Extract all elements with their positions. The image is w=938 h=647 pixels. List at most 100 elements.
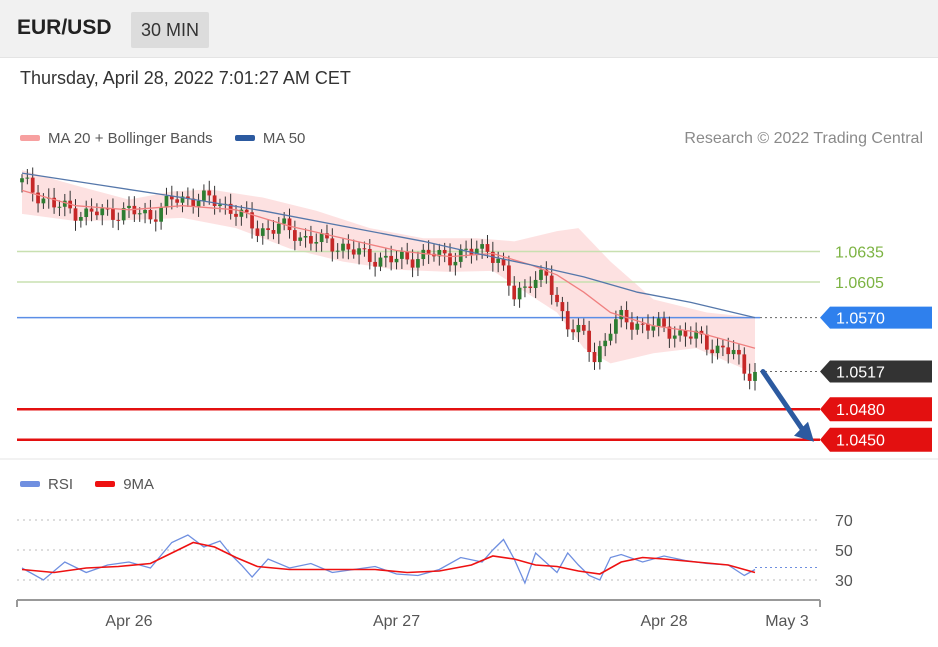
candle-body (351, 249, 356, 255)
legend-9ma-label: 9MA (123, 476, 155, 493)
legend-item-ma20: MA 20 + Bollinger Bands (20, 130, 213, 147)
candle-body (271, 230, 276, 234)
candle-body (127, 205, 131, 209)
candle-body (73, 208, 78, 221)
candle-body (597, 346, 602, 363)
candle-body (635, 323, 640, 330)
candle-body (592, 352, 597, 363)
resistance-label: 1.0635 (835, 244, 884, 261)
candle-body (36, 192, 40, 204)
candle-body (523, 286, 527, 288)
candle-body (710, 349, 715, 354)
candle-body (421, 249, 426, 260)
candle-body (485, 244, 490, 252)
rsi-swatch (20, 481, 40, 488)
candle-body (426, 249, 431, 254)
candle-body (202, 190, 206, 201)
support-tag (820, 397, 932, 422)
candle-body (341, 243, 345, 251)
candle-body (672, 335, 677, 339)
candle-body (357, 248, 361, 255)
header-bar: EUR/USD 30 MIN (0, 0, 938, 58)
bollinger-band-area (22, 170, 755, 374)
last-price-label: 1.0517 (836, 365, 885, 382)
ma50-line (21, 172, 756, 319)
candle-body (389, 255, 394, 263)
candle-body (400, 251, 404, 259)
candle-body (683, 330, 688, 337)
candle-body (656, 318, 661, 327)
candle-body (84, 208, 89, 218)
candle-body (250, 212, 254, 229)
x-tick-label: Apr 26 (105, 613, 152, 630)
candle-body (367, 248, 372, 262)
candle-body (373, 261, 377, 267)
timeframe-badge[interactable]: 30 MIN (131, 12, 210, 48)
candle-body (549, 275, 554, 295)
candle-body (314, 242, 319, 244)
rsi-pane: 30 50 70 (17, 513, 853, 590)
candle-body (507, 265, 511, 286)
copyright-text: Research © 2022 Trading Central (684, 130, 923, 147)
candle-body (624, 309, 629, 323)
rsi-tick-label: 70 (835, 513, 853, 530)
candle-body (410, 259, 415, 268)
ma9-swatch (95, 481, 116, 488)
candle-body (121, 208, 126, 221)
candle-body (191, 198, 196, 207)
candle-body (512, 285, 517, 300)
candle-body (25, 177, 30, 179)
candle-body (287, 218, 292, 231)
candle-body (95, 211, 99, 216)
candle-body (346, 243, 351, 250)
candle-body (20, 178, 24, 183)
candle-body (309, 236, 313, 244)
candle-body (737, 349, 741, 355)
rsi-legend: RSI 9MA (20, 476, 172, 493)
candle-body (528, 286, 533, 288)
candle-body (234, 213, 238, 217)
ma20-swatch (20, 135, 40, 142)
candle-body (383, 255, 388, 258)
candle-body (448, 253, 452, 266)
rsi-line (21, 534, 756, 585)
price-tags-layer: 1.0635 1.0605 1.0570 1.0517 1.0480 1.0450 (820, 244, 932, 452)
candle-body (630, 322, 634, 330)
ma20-line (21, 189, 756, 349)
x-axis: Apr 26 Apr 27 Apr 28 May 3 (16, 599, 821, 630)
candle-body (260, 228, 265, 236)
candle-body (330, 238, 335, 252)
legend-item-ma50: MA 50 (234, 130, 305, 147)
candle-body (646, 323, 650, 331)
resistance-label: 1.0605 (835, 275, 884, 292)
candle-body (153, 219, 158, 222)
candle-body (30, 177, 35, 193)
candle-body (501, 258, 506, 266)
candle-body (276, 223, 281, 234)
candle-body (180, 196, 185, 203)
candle-body (164, 195, 169, 208)
candle-body (298, 237, 303, 241)
candle-body (239, 209, 244, 217)
candle-body (544, 269, 549, 276)
candle-body (52, 197, 56, 208)
forecast-arrow-shaft (760, 369, 807, 435)
candle-body (565, 311, 570, 330)
candle-body (335, 250, 340, 252)
candle-body (704, 334, 709, 350)
candle-body (105, 208, 110, 210)
candle-body (688, 336, 693, 339)
moving-average-layer (21, 172, 814, 442)
candle-body (474, 248, 479, 255)
candle-body (453, 261, 458, 266)
candle-body (416, 259, 420, 268)
candle-body (560, 302, 565, 312)
levels-layer (17, 250, 820, 441)
candle-body (667, 326, 672, 339)
pivot-label: 1.0570 (836, 311, 885, 328)
x-tick-label: May 3 (765, 613, 809, 630)
candle-body (378, 257, 383, 267)
support-label: 1.0450 (836, 433, 885, 450)
candle-body (533, 279, 538, 288)
